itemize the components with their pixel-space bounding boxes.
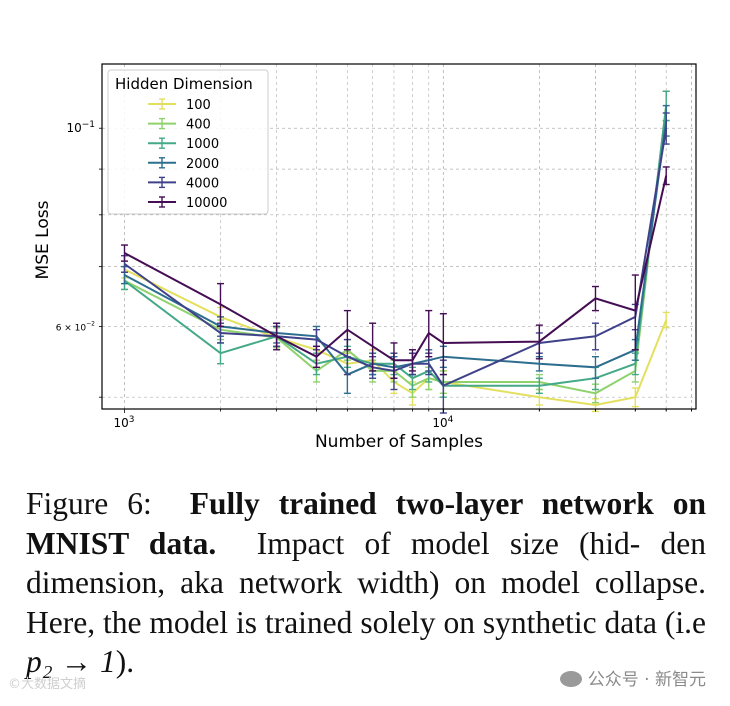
- x-tick-label: 103: [113, 415, 134, 430]
- caption-tail: ).: [115, 644, 135, 679]
- legend-label: 4000: [186, 176, 219, 191]
- legend-label: 2000: [186, 157, 219, 172]
- series-line: [123, 128, 668, 387]
- series-line: [124, 105, 668, 395]
- watermark-left: ©大数据文摘: [8, 677, 87, 692]
- axes-frame: [101, 63, 697, 410]
- legend-item-100: 100: [148, 98, 211, 113]
- legend-label: 100: [186, 98, 211, 113]
- caption-text: Impact of model size (hid- den dimension…: [26, 525, 706, 640]
- series-10000: [121, 166, 670, 379]
- x-tick-label: 104: [432, 415, 453, 430]
- y-axis-label: MSE Loss: [33, 200, 53, 279]
- legend-item-10000: 10000: [148, 196, 227, 211]
- legend: Hidden Dimension 100 400 1000 2000 4000 10000: [107, 69, 269, 215]
- legend-item-1000: 1000: [148, 137, 219, 152]
- legend-item-400: 400: [148, 118, 211, 133]
- series-line: [124, 120, 668, 376]
- series-line: [124, 175, 668, 362]
- x-axis-label: Number of Samples: [315, 432, 483, 452]
- series-layer: [121, 90, 670, 414]
- caption-math: p₂ → 1: [26, 644, 116, 679]
- legend-item-4000: 4000: [148, 176, 219, 191]
- watermark: 公众号 · 新智元: [559, 665, 706, 690]
- chart: 103 104 10−1 6 × 10−2 MSE Loss Number of Sa…: [33, 63, 697, 452]
- legend-label: 400: [186, 118, 211, 133]
- watermark-text: 公众号 · 新智元: [587, 670, 706, 690]
- figure-label: Figure 6:: [26, 486, 152, 521]
- wechat-logo-icon: [559, 671, 582, 687]
- legend-items: 100 400 1000 2000 4000 10000: [148, 98, 227, 211]
- series-line: [123, 105, 668, 387]
- legend-frame: [107, 69, 269, 215]
- legend-label: 10000: [186, 196, 227, 211]
- ticks: 103 104 10−1 6 × 10−2: [56, 120, 692, 430]
- legend-label: 1000: [186, 137, 219, 152]
- figure-caption: Figure 6: Fully trained two-layer networ…: [26, 484, 706, 682]
- y-tick-label: 10−1: [66, 120, 95, 135]
- caption-bold-title: Fully trained two-layer network on MNIST…: [26, 486, 707, 561]
- legend-item-2000: 2000: [148, 157, 219, 172]
- legend-title: Hidden Dimension: [115, 75, 253, 93]
- y-tick-label: 6 × 10−2: [56, 320, 95, 333]
